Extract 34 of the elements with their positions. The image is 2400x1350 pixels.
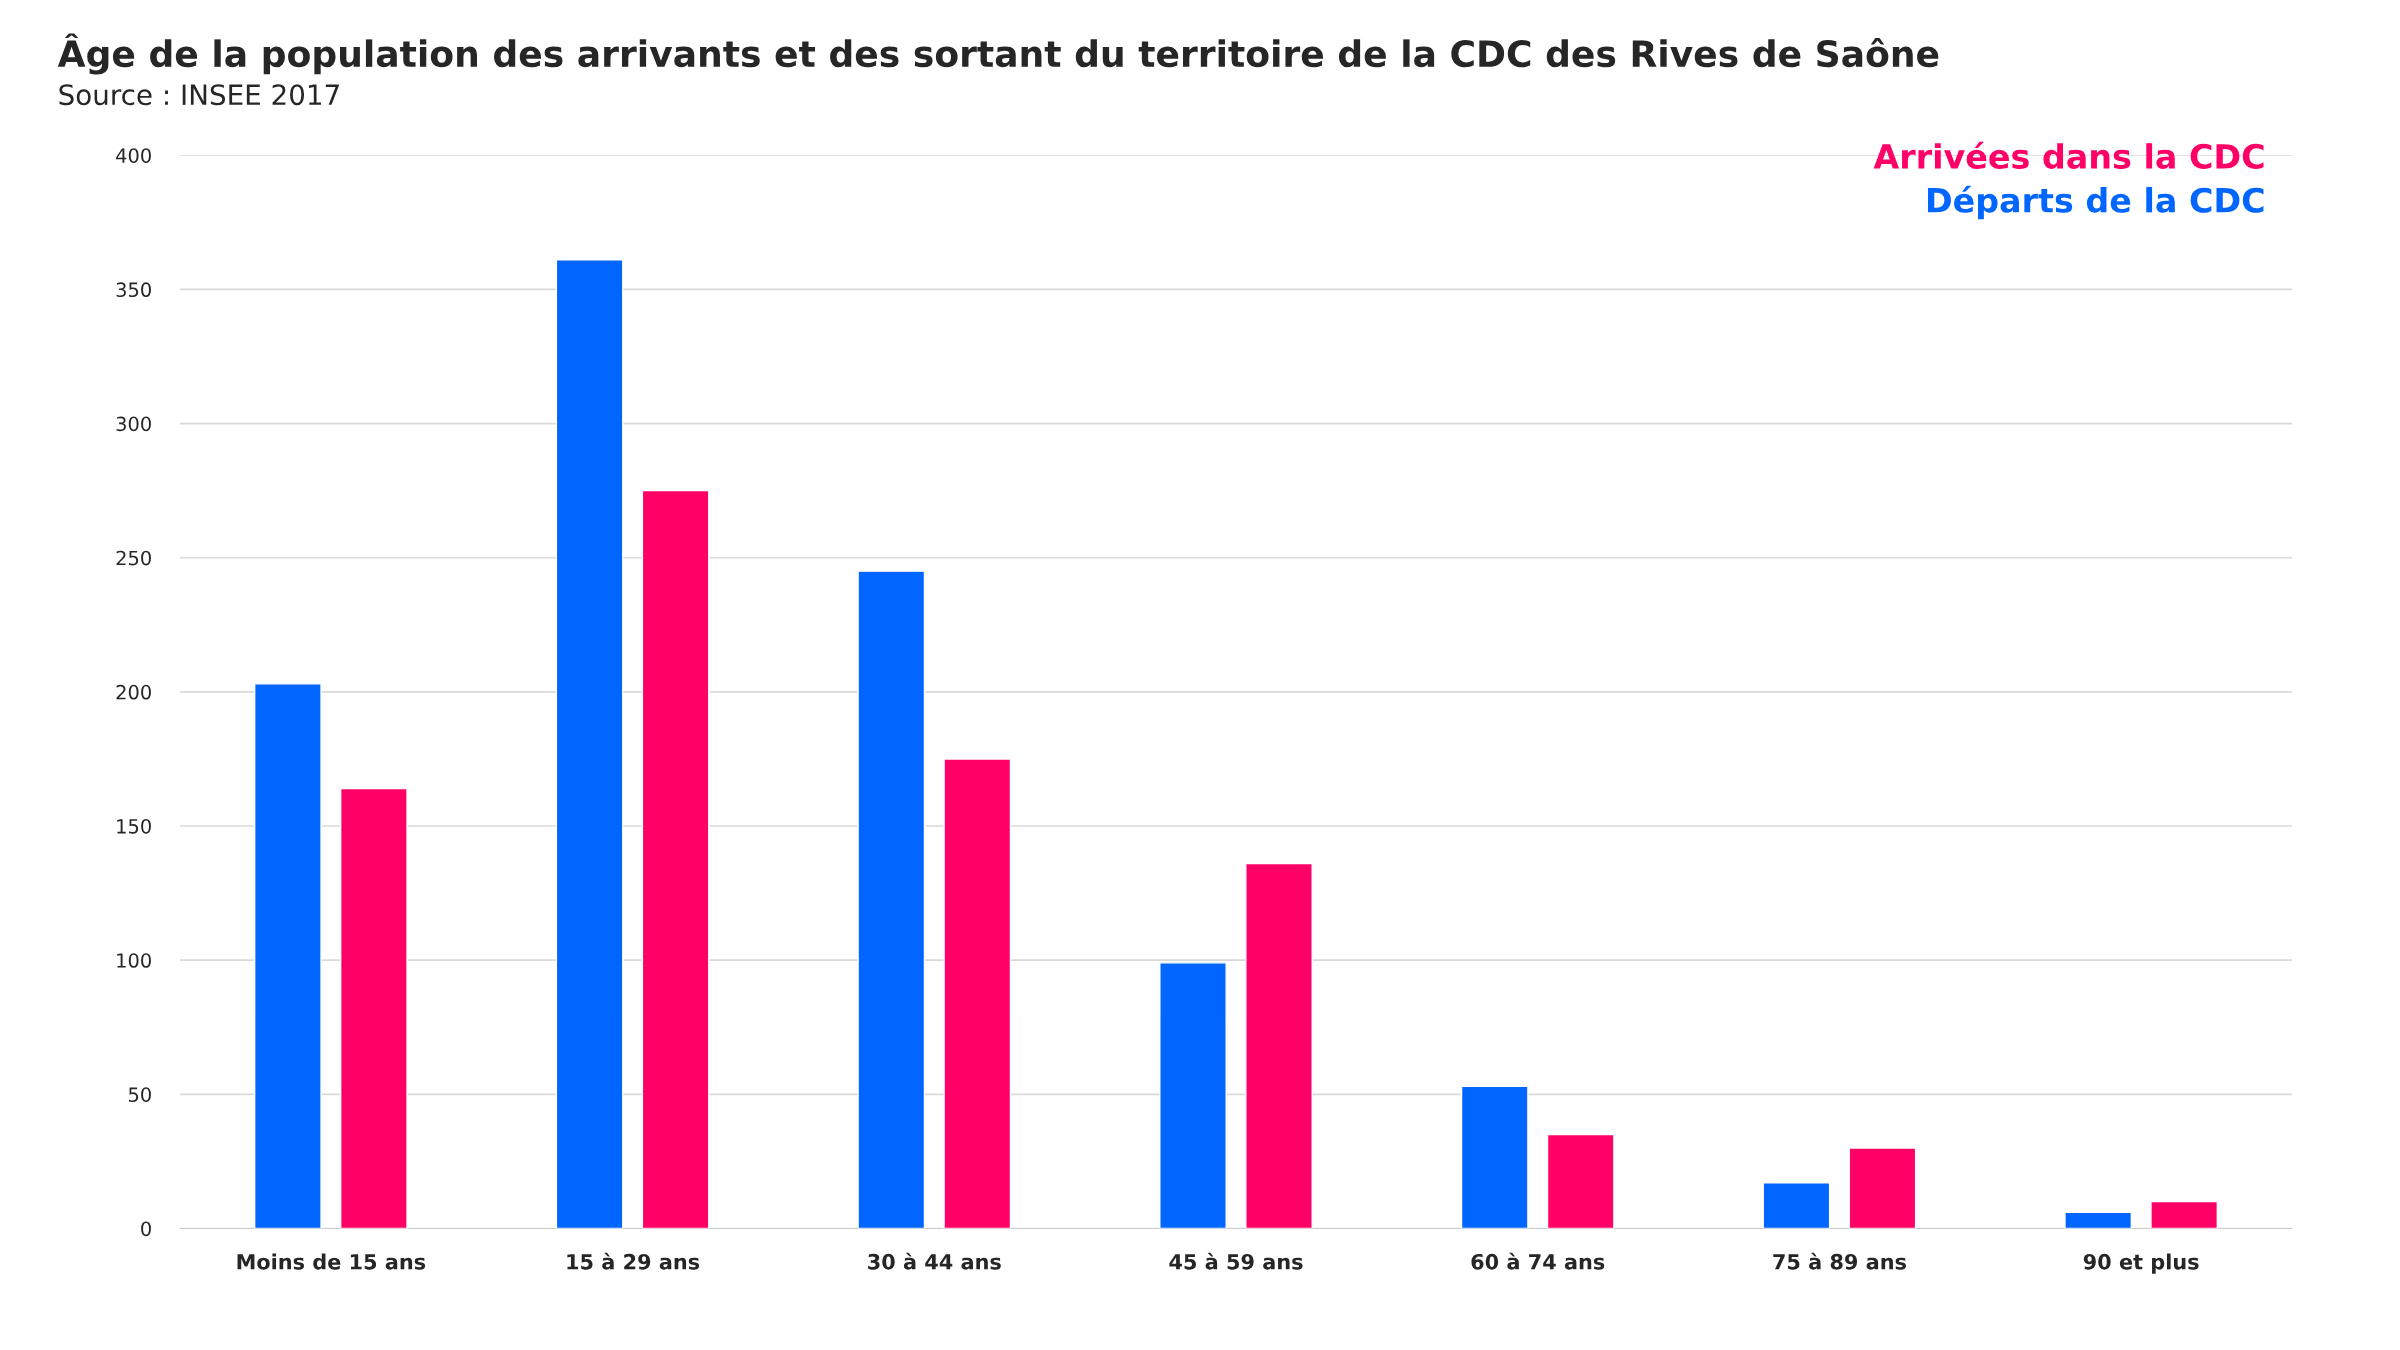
- bar: [1460, 1085, 1529, 1229]
- x-tick-label: 15 à 29 ans: [567, 1252, 700, 1270]
- y-tick-label: 350: [116, 282, 151, 298]
- y-tick-label: 300: [116, 416, 151, 432]
- bar: [253, 683, 322, 1229]
- bar: [1848, 1147, 1917, 1229]
- bar: [1546, 1133, 1615, 1229]
- y-tick-label: 400: [116, 148, 151, 163]
- bar: [2064, 1211, 2133, 1229]
- y-tick-label: 150: [117, 818, 151, 834]
- x-tick-label: 45 à 59 ans: [1169, 1252, 1303, 1270]
- chart-title: Âge de la population des arrivants et des sortant du territoire de la CDC des Rives de Saône: [57, 33, 1939, 75]
- y-tick-label: 50: [128, 1087, 151, 1103]
- bar: [943, 758, 1012, 1229]
- y-tick-label: 250: [116, 550, 151, 566]
- x-tick-label: 90 et plus: [2083, 1253, 2199, 1274]
- bar: [1245, 862, 1313, 1229]
- x-tick-label: 30 à 44 ans: [868, 1252, 1001, 1270]
- bar: [339, 787, 408, 1229]
- bar: [641, 489, 710, 1229]
- x-tick-label: Moins de 15 ans: [237, 1253, 426, 1270]
- bar: [555, 259, 624, 1229]
- bar: [857, 570, 926, 1229]
- bar: [1159, 962, 1227, 1229]
- y-tick-label: 100: [117, 953, 151, 968]
- bar: [1762, 1182, 1831, 1229]
- y-tick-label: 200: [116, 684, 151, 700]
- bar: [2150, 1200, 2219, 1229]
- y-tick-label: 0: [141, 1221, 151, 1237]
- text: Départs de la CDC: [1928, 185, 2264, 220]
- text: Arrivées dans la CDC: [1873, 141, 2264, 169]
- x-tick-label: 75 à 89 ans: [1773, 1252, 1906, 1270]
- x-tick-label: 60 à 74 ans: [1471, 1252, 1605, 1270]
- source-note: Source : INSEE 2017: [59, 84, 339, 106]
